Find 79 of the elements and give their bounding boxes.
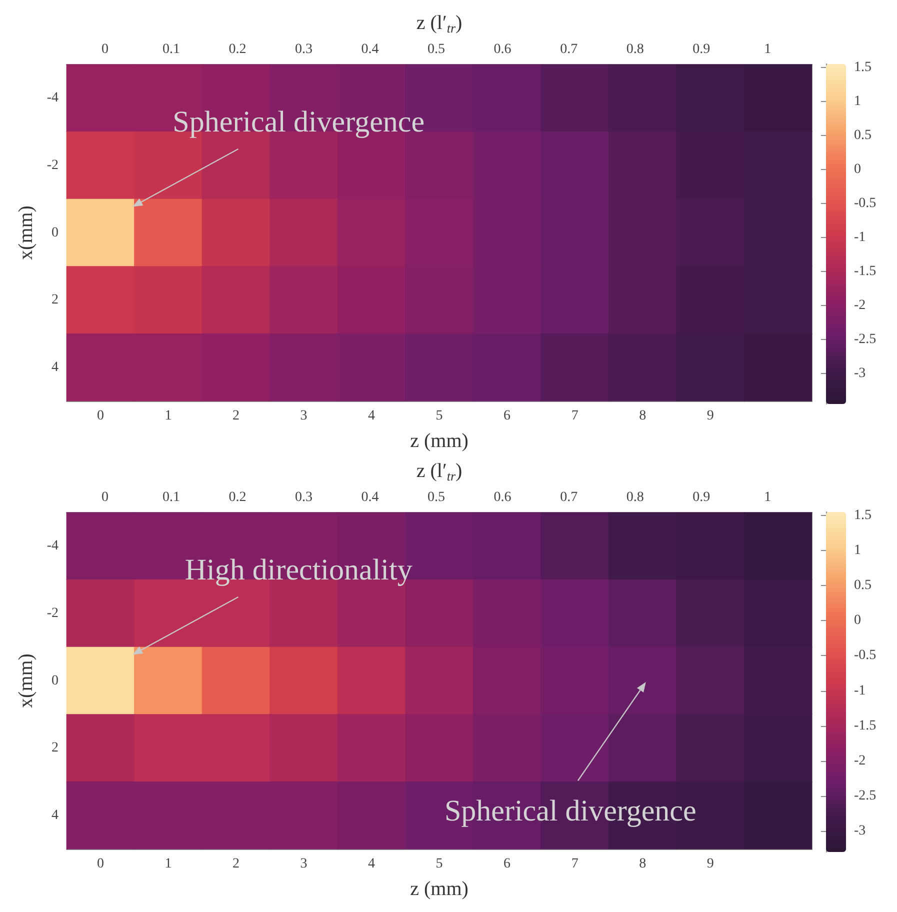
x2-tick-label: 0.6 (494, 490, 512, 505)
x-tick-label: 0 (96, 408, 104, 424)
x2-tick-label: 0.5 (428, 42, 446, 57)
x-axis-title: z (mm) (410, 430, 468, 452)
y-tick-label: 4 (52, 360, 59, 375)
x-tick-label: 5 (436, 856, 443, 872)
y-tick-label: -2 (46, 158, 59, 173)
y-tick-label: 2 (52, 740, 59, 756)
color-bar-label: -1 (854, 230, 866, 245)
x-axis-title: z (mm) (410, 878, 468, 900)
color-bar-label: 1 (854, 94, 861, 109)
y-tick-label: 0 (52, 673, 59, 688)
x2-tick-label: 0.9 (692, 42, 710, 57)
color-bar-label: -1.5 (854, 264, 876, 279)
x-tick-label: 8 (639, 856, 646, 872)
x-tick-label: 7 (571, 856, 578, 872)
color-bar-label: 1.5 (854, 60, 872, 75)
y-tick-label: 2 (52, 292, 59, 308)
x-tick-label: 8 (639, 408, 646, 424)
color-bar-label: -2.5 (854, 332, 876, 347)
color-bar-label: -0.5 (854, 648, 876, 664)
x-tick-label: 2 (232, 408, 240, 424)
x2-tick-label: 0 (101, 42, 108, 57)
x2-tick-label: 0 (101, 490, 108, 505)
x2-tick-label: 0.7 (560, 42, 578, 57)
color-bar-label: -1.5 (854, 718, 876, 734)
color-bar-label: -3 (854, 823, 866, 838)
color-bar-label: -2 (854, 298, 866, 313)
annotation: High directionality (184, 553, 412, 586)
color-bar-label: 0 (854, 162, 861, 177)
y-tick-label: 0 (52, 225, 59, 240)
x2-tick-label: 0.1 (162, 42, 180, 57)
x2-tick-label: 0.5 (428, 490, 446, 505)
x-tick-label: 3 (300, 856, 308, 872)
y-tick-label: 4 (52, 808, 59, 823)
x-tick-label: 9 (706, 408, 714, 424)
color-bar-label: -2.5 (854, 788, 876, 804)
x-tick-label: 6 (504, 408, 511, 424)
x-tick-label: 4 (368, 856, 376, 872)
x-tick-label: 7 (571, 408, 578, 424)
x-tick-label: 4 (368, 408, 376, 424)
x2-tick-label: 0.9 (692, 490, 710, 505)
annotation: Spherical divergence (444, 794, 696, 828)
x2-tick-label: 0.1 (162, 490, 180, 505)
color-bar-label: 0 (854, 613, 861, 628)
x-tick-label: 0 (96, 856, 104, 872)
x2-tick-label: 0.6 (494, 42, 512, 57)
x-tick-label: 6 (504, 856, 511, 872)
color-bar-label: 0.5 (854, 128, 872, 143)
x2-tick-label: 0.2 (228, 490, 246, 505)
x-tick-label: 2 (232, 856, 240, 872)
x-tick-label: 3 (300, 408, 308, 424)
x-tick-label: 1 (164, 408, 172, 424)
x2-tick-label: 0.4 (361, 42, 379, 57)
color-bar-label: -0.5 (854, 196, 876, 211)
y-tick-label: -4 (46, 538, 59, 554)
x2-tick-label: 0.3 (295, 490, 313, 505)
x2-tick-label: 0.8 (626, 42, 644, 57)
x2-tick-label: 0.3 (295, 42, 313, 57)
x2-tick-label: 1 (764, 490, 772, 505)
color-bar-label: 1.5 (854, 508, 872, 524)
x2-tick-label: 0.4 (361, 490, 379, 505)
x2-tick-label: 1 (764, 42, 772, 57)
x-tick-label: 9 (706, 856, 714, 872)
color-bar-label: -1 (854, 683, 866, 698)
x-tick-label: 1 (164, 856, 172, 872)
color-bar-label: 0.5 (854, 578, 872, 594)
y-tick-label: -4 (46, 90, 59, 106)
color-bar-label: 1 (854, 543, 861, 558)
x-tick-label: 5 (436, 408, 443, 424)
y-tick-label: -2 (46, 606, 59, 621)
x2-tick-label: 0.8 (626, 490, 644, 505)
annotation: Spherical divergence (172, 105, 425, 138)
y-axis-title: x(mm) (15, 654, 37, 708)
y-axis-title: x(mm) (15, 206, 37, 260)
color-bar-label: -2 (854, 753, 866, 768)
x2-tick-label: 0.7 (560, 490, 578, 505)
color-bar-label: -3 (854, 366, 866, 381)
x2-tick-label: 0.2 (228, 42, 246, 57)
